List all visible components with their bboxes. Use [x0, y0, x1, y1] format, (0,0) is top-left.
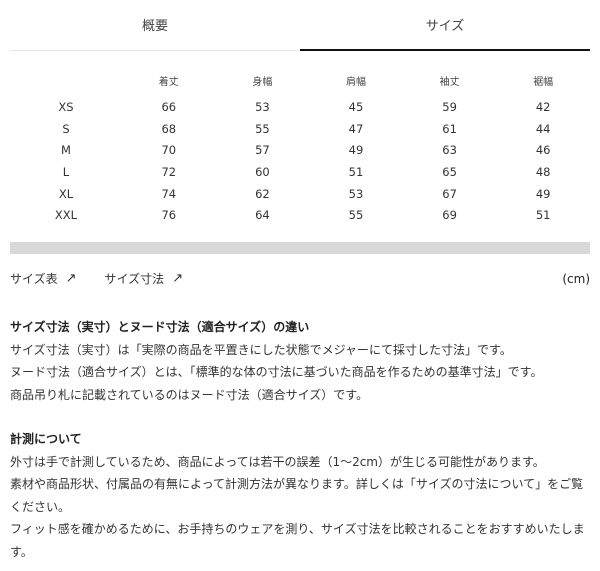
size-label: S — [62, 121, 70, 136]
measurement-cell: 44 — [535, 121, 551, 136]
measurement-cell: 47 — [348, 121, 364, 136]
measurement-cell: 66 — [161, 99, 177, 114]
measurement-cell: 53 — [255, 99, 270, 114]
size-chart-link[interactable]: サイズ表 ↗ — [10, 270, 77, 287]
note-text: フィット感を確かめるために、お手持ちのウェアを測り、サイズ寸法を比較されることを… — [10, 522, 585, 559]
column-header — [10, 64, 122, 96]
table-row: XL 74 62 53 67 49 — [10, 183, 590, 205]
column-header: 裾幅 — [533, 76, 554, 88]
measurement-cell: 51 — [535, 208, 551, 223]
measurement-cell: 42 — [535, 99, 551, 114]
measurement-cell: 63 — [442, 143, 457, 158]
measurement-cell: 64 — [255, 208, 270, 223]
size-chart-label: サイズ表 — [10, 272, 58, 286]
notes-heading: サイズ寸法（実寸）とヌード寸法（適合サイズ）の違い — [10, 320, 310, 334]
measurement-cell: 62 — [255, 186, 270, 201]
size-label: XXL — [54, 208, 78, 223]
measurement-cell: 46 — [535, 143, 551, 158]
measurement-cell: 70 — [161, 143, 177, 158]
measurement-cell: 67 — [442, 186, 457, 201]
column-header: 袖丈 — [439, 76, 460, 88]
column-header: 身幅 — [252, 76, 273, 88]
table-row: L 72 60 51 65 48 — [10, 161, 590, 183]
tab-size[interactable]: サイズ — [300, 0, 590, 51]
note-text: 外寸は手で計測しているため、商品によっては若干の誤差（1〜2cm）が生じる可能性… — [10, 454, 545, 469]
measurement-cell: 49 — [348, 143, 364, 158]
size-notes: サイズ寸法（実寸）とヌード寸法（適合サイズ）の違い サイズ寸法（実寸）は「実際の… — [10, 316, 595, 563]
measurement-cell: 49 — [535, 186, 551, 201]
external-arrow-icon: ↗ — [172, 271, 184, 286]
measurement-cell: 61 — [442, 121, 457, 136]
measurement-cell: 68 — [161, 121, 177, 136]
measurement-cell: 48 — [535, 164, 551, 179]
measurement-cell: 57 — [255, 143, 270, 158]
measurement-cell: 69 — [442, 208, 457, 223]
measurement-cell: 72 — [161, 164, 177, 179]
size-links: サイズ表 ↗ サイズ寸法 ↗ (cm) — [10, 270, 590, 287]
measurement-cell: 53 — [348, 186, 364, 201]
size-measure-label: サイズ寸法 — [104, 272, 165, 286]
measurement-cell: 65 — [442, 164, 457, 179]
table-row: S 68 55 47 61 44 — [10, 118, 590, 140]
tab-overview[interactable]: 概要 — [141, 19, 168, 34]
measurement-cell: 51 — [348, 164, 364, 179]
note-text: ヌード寸法（適合サイズ）とは、「標準的な体の寸法に基づいた商品を作るための基準寸… — [10, 365, 543, 379]
table-row: M 70 57 49 63 46 — [10, 139, 590, 161]
column-header: 着丈 — [158, 76, 179, 88]
measurement-cell: 59 — [442, 99, 457, 114]
measurement-cell: 45 — [348, 99, 364, 114]
table-row: XXL 76 64 55 69 51 — [10, 204, 590, 226]
size-measure-link[interactable]: サイズ寸法 ↗ — [105, 270, 184, 287]
size-table: 着丈 身幅 肩幅 袖丈 裾幅 XS 66 53 45 59 42 S 68 55 47 61 44 M 70 57 4… — [10, 64, 590, 226]
horizontal-scrollbar[interactable] — [10, 242, 590, 254]
size-label: M — [61, 143, 71, 158]
unit-label: (cm) — [562, 271, 590, 286]
tabs: 概要 サイズ — [10, 0, 590, 51]
measurement-cell: 55 — [348, 208, 364, 223]
column-header: 肩幅 — [345, 76, 366, 88]
measurement-cell: 76 — [161, 208, 177, 223]
external-arrow-icon: ↗ — [65, 271, 77, 286]
measurement-cell: 74 — [161, 186, 177, 201]
note-text: 素材や商品形状、付属品の有無によって計測方法が異なります。詳しくは「サイズの寸法… — [10, 477, 584, 514]
measurement-heading: 計測について — [10, 432, 82, 446]
note-text: サイズ寸法（実寸）は「実際の商品を平置きにした状態でメジャーにて採寸した寸法」で… — [10, 342, 512, 357]
size-label: XS — [58, 99, 74, 114]
note-text: 商品吊り札に記載されているのはヌード寸法（適合サイズ）です。 — [10, 387, 369, 402]
table-row: XS 66 53 45 59 42 — [10, 96, 590, 118]
measurement-cell: 60 — [255, 164, 270, 179]
size-label: L — [62, 164, 70, 179]
measurement-cell: 55 — [255, 121, 270, 136]
size-label: XL — [58, 186, 74, 201]
